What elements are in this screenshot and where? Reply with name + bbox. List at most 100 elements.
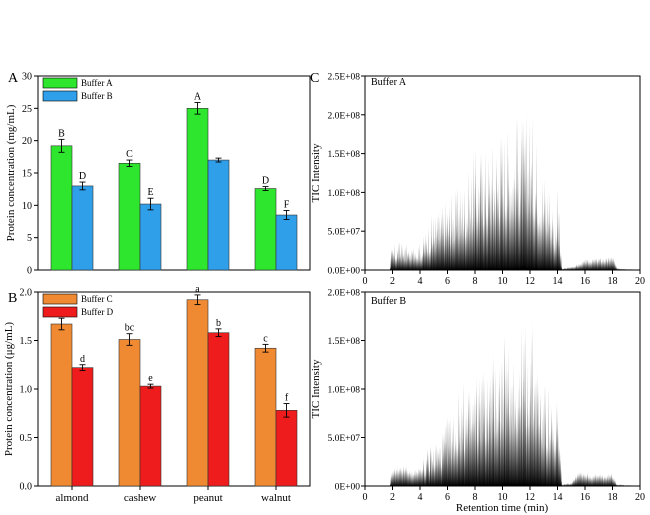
- legend-label-buffer-a: Buffer A: [81, 78, 113, 88]
- y-tick-label: 0.0: [20, 482, 33, 493]
- y-tick-label: 2.5E+08: [327, 73, 360, 83]
- significance-label: c: [263, 333, 268, 344]
- x-tick-label: 0: [363, 276, 368, 287]
- panel-a-letter: A: [8, 71, 19, 86]
- panel-b-y-axis-label: Protein concentration (μg/mL): [3, 322, 15, 457]
- y-tick-label: 10: [22, 201, 32, 212]
- legend-swatch-buffer-a: [42, 77, 78, 89]
- significance-label: C: [126, 149, 133, 160]
- panel-c2-title: Buffer B: [371, 296, 406, 307]
- bar-buffer-d-almond: [71, 367, 94, 487]
- panel-a-bar-chart: A 0 5 10 15 20 25 30 B D C E A D F Protein concentra…: [5, 71, 311, 277]
- significance-label: D: [262, 176, 269, 187]
- bar-buffer-d-peanut: [207, 332, 230, 487]
- bar-buffer-a-cashew: [118, 163, 141, 271]
- y-tick-label: 0E+00: [335, 483, 361, 493]
- panel-a-legend: Buffer A Buffer B: [42, 77, 113, 102]
- bar-buffer-b-peanut: [207, 159, 230, 271]
- y-tick-label: 1.5E+08: [327, 150, 360, 160]
- x-tick-label: 2: [390, 492, 395, 503]
- x-tick-label: 16: [580, 276, 590, 287]
- y-tick-label: 0.0E+00: [327, 267, 360, 277]
- y-tick-label: 1.5: [20, 336, 33, 347]
- x-tick-label: 4: [418, 276, 423, 287]
- x-tick-label-almond: almond: [56, 492, 89, 504]
- x-tick-label: 6: [445, 492, 450, 503]
- x-tick-label: 20: [635, 276, 645, 287]
- y-tick-label: 1.0E+08: [327, 386, 360, 396]
- x-tick-label: 14: [553, 492, 563, 503]
- panel-c2-y-axis-label: TIC Intensity: [310, 359, 322, 418]
- y-tick-label: 2.0E+08: [327, 289, 360, 299]
- significance-label: F: [284, 200, 290, 211]
- legend-label-buffer-b: Buffer B: [81, 91, 113, 101]
- bar-buffer-b-walnut: [275, 214, 298, 271]
- panel-b-bar-chart: B 0.00.51.01.52.0 bdbceabcf almondcashew…: [3, 284, 311, 504]
- panel-c-buffer-a-chromatogram: C Buffer A 0.0E+00 5.0E+07 1.0E+08 1.5E+08 2…: [310, 71, 645, 287]
- x-tick-label: 16: [580, 492, 590, 503]
- y-tick-label: 5: [27, 233, 32, 244]
- panel-a-y-axis-label: Protein concentration (mg/mL): [5, 104, 17, 241]
- x-tick-label: 8: [473, 492, 478, 503]
- significance-label: a: [195, 284, 200, 295]
- y-tick-label: 25: [22, 104, 32, 115]
- x-tick-label: 10: [498, 492, 508, 503]
- x-tick-label: 2: [390, 276, 395, 287]
- bar-buffer-c-almond: [50, 323, 73, 487]
- bar-buffer-a-peanut: [186, 108, 209, 271]
- y-tick-label: 20: [22, 136, 32, 147]
- significance-label: D: [79, 171, 86, 182]
- bar-buffer-b-cashew: [139, 203, 162, 271]
- bar-buffer-d-cashew: [139, 385, 162, 487]
- x-tick-label: 10: [498, 276, 508, 287]
- x-tick-label-peanut: peanut: [193, 492, 222, 504]
- panel-b-legend: Buffer C Buffer D: [42, 293, 114, 318]
- bar-buffer-b-almond: [71, 185, 94, 271]
- y-tick-label: 1.0: [20, 385, 33, 396]
- panel-c2-x-axis-label: Retention time (min): [456, 502, 549, 514]
- x-tick-label: 20: [635, 492, 645, 503]
- significance-label: d: [80, 354, 85, 365]
- panel-c1-title: Buffer A: [371, 77, 407, 88]
- x-tick-label: 8: [473, 276, 478, 287]
- y-tick-label: 0: [27, 266, 32, 277]
- x-tick-label: 6: [445, 276, 450, 287]
- y-tick-label: 2.0: [20, 288, 33, 299]
- y-tick-label: 5.0E+07: [327, 434, 360, 444]
- significance-label: bc: [125, 323, 135, 334]
- significance-label: B: [58, 128, 65, 139]
- x-tick-label-walnut: walnut: [261, 492, 291, 504]
- bar-buffer-c-cashew: [118, 339, 141, 487]
- x-tick-label: 4: [418, 492, 423, 503]
- x-tick-label: 14: [553, 276, 563, 287]
- y-tick-label: 2.0E+08: [327, 111, 360, 121]
- legend-swatch-buffer-b: [42, 90, 78, 102]
- x-tick-label: 18: [608, 492, 618, 503]
- bar-buffer-c-peanut: [186, 299, 209, 487]
- legend-swatch-buffer-c: [42, 293, 78, 305]
- legend-label-buffer-d: Buffer D: [81, 307, 114, 317]
- significance-label: E: [147, 187, 153, 198]
- bar-buffer-a-walnut: [254, 188, 277, 271]
- bar-buffer-a-almond: [50, 145, 73, 271]
- x-tick-label: 12: [525, 492, 535, 503]
- x-tick-label: 18: [608, 276, 618, 287]
- y-tick-label: 15: [22, 169, 32, 180]
- panel-b-letter: B: [8, 291, 17, 306]
- y-tick-label: 1.0E+08: [327, 189, 360, 199]
- legend-label-buffer-c: Buffer C: [81, 294, 113, 304]
- x-tick-label: 12: [525, 276, 535, 287]
- significance-label: e: [148, 373, 153, 384]
- significance-label: A: [194, 92, 202, 103]
- significance-label: b: [216, 318, 221, 329]
- x-tick-label: 0: [363, 492, 368, 503]
- panel-c2-tic-trace: [365, 322, 640, 486]
- legend-swatch-buffer-d: [42, 306, 78, 318]
- panel-c1-y-axis-label: TIC Intensity: [310, 143, 322, 202]
- y-tick-label: 0.5: [20, 433, 33, 444]
- panel-c1-tic-trace: [365, 112, 640, 270]
- y-tick-label: 30: [22, 72, 32, 83]
- bar-buffer-d-walnut: [275, 410, 298, 487]
- x-tick-label-cashew: cashew: [124, 492, 156, 504]
